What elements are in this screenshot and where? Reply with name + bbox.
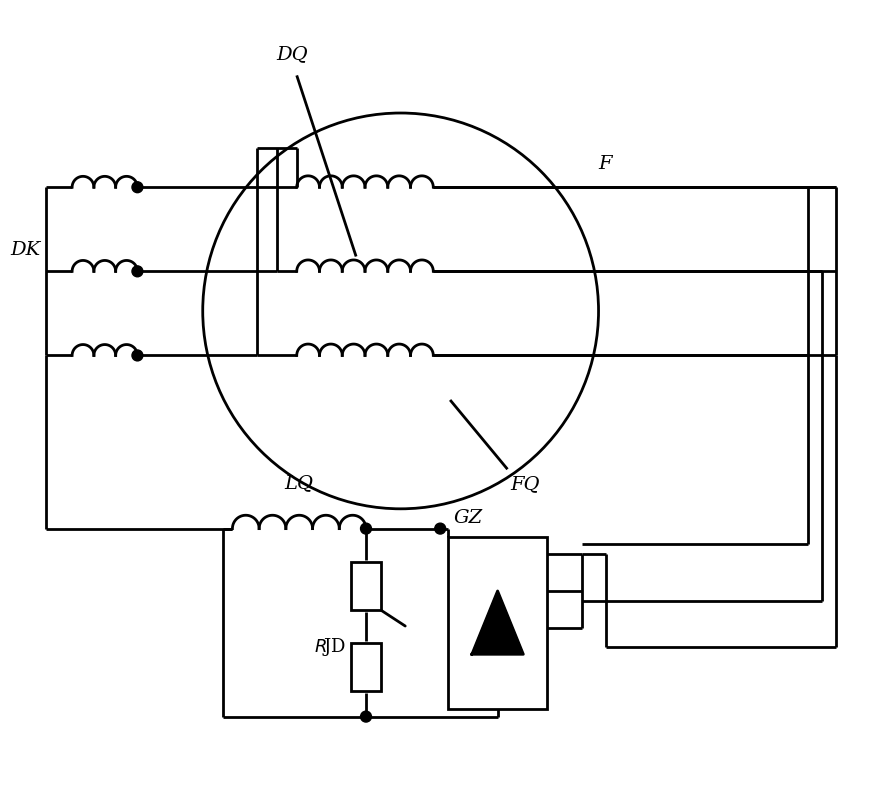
Circle shape <box>132 266 143 277</box>
Polygon shape <box>472 591 524 654</box>
Bar <box>448 537 547 709</box>
Text: GZ: GZ <box>453 509 483 526</box>
Bar <box>351 562 381 610</box>
Text: DK: DK <box>10 241 40 259</box>
Text: FQ: FQ <box>510 475 540 493</box>
Circle shape <box>434 523 446 534</box>
Text: F: F <box>599 156 612 173</box>
Circle shape <box>132 350 143 361</box>
Text: LQ: LQ <box>285 474 314 492</box>
Bar <box>351 643 381 691</box>
Circle shape <box>360 523 371 534</box>
Circle shape <box>132 182 143 193</box>
Text: $R\!$JD: $R\!$JD <box>314 636 346 658</box>
Circle shape <box>360 711 371 722</box>
Text: DQ: DQ <box>276 45 308 64</box>
